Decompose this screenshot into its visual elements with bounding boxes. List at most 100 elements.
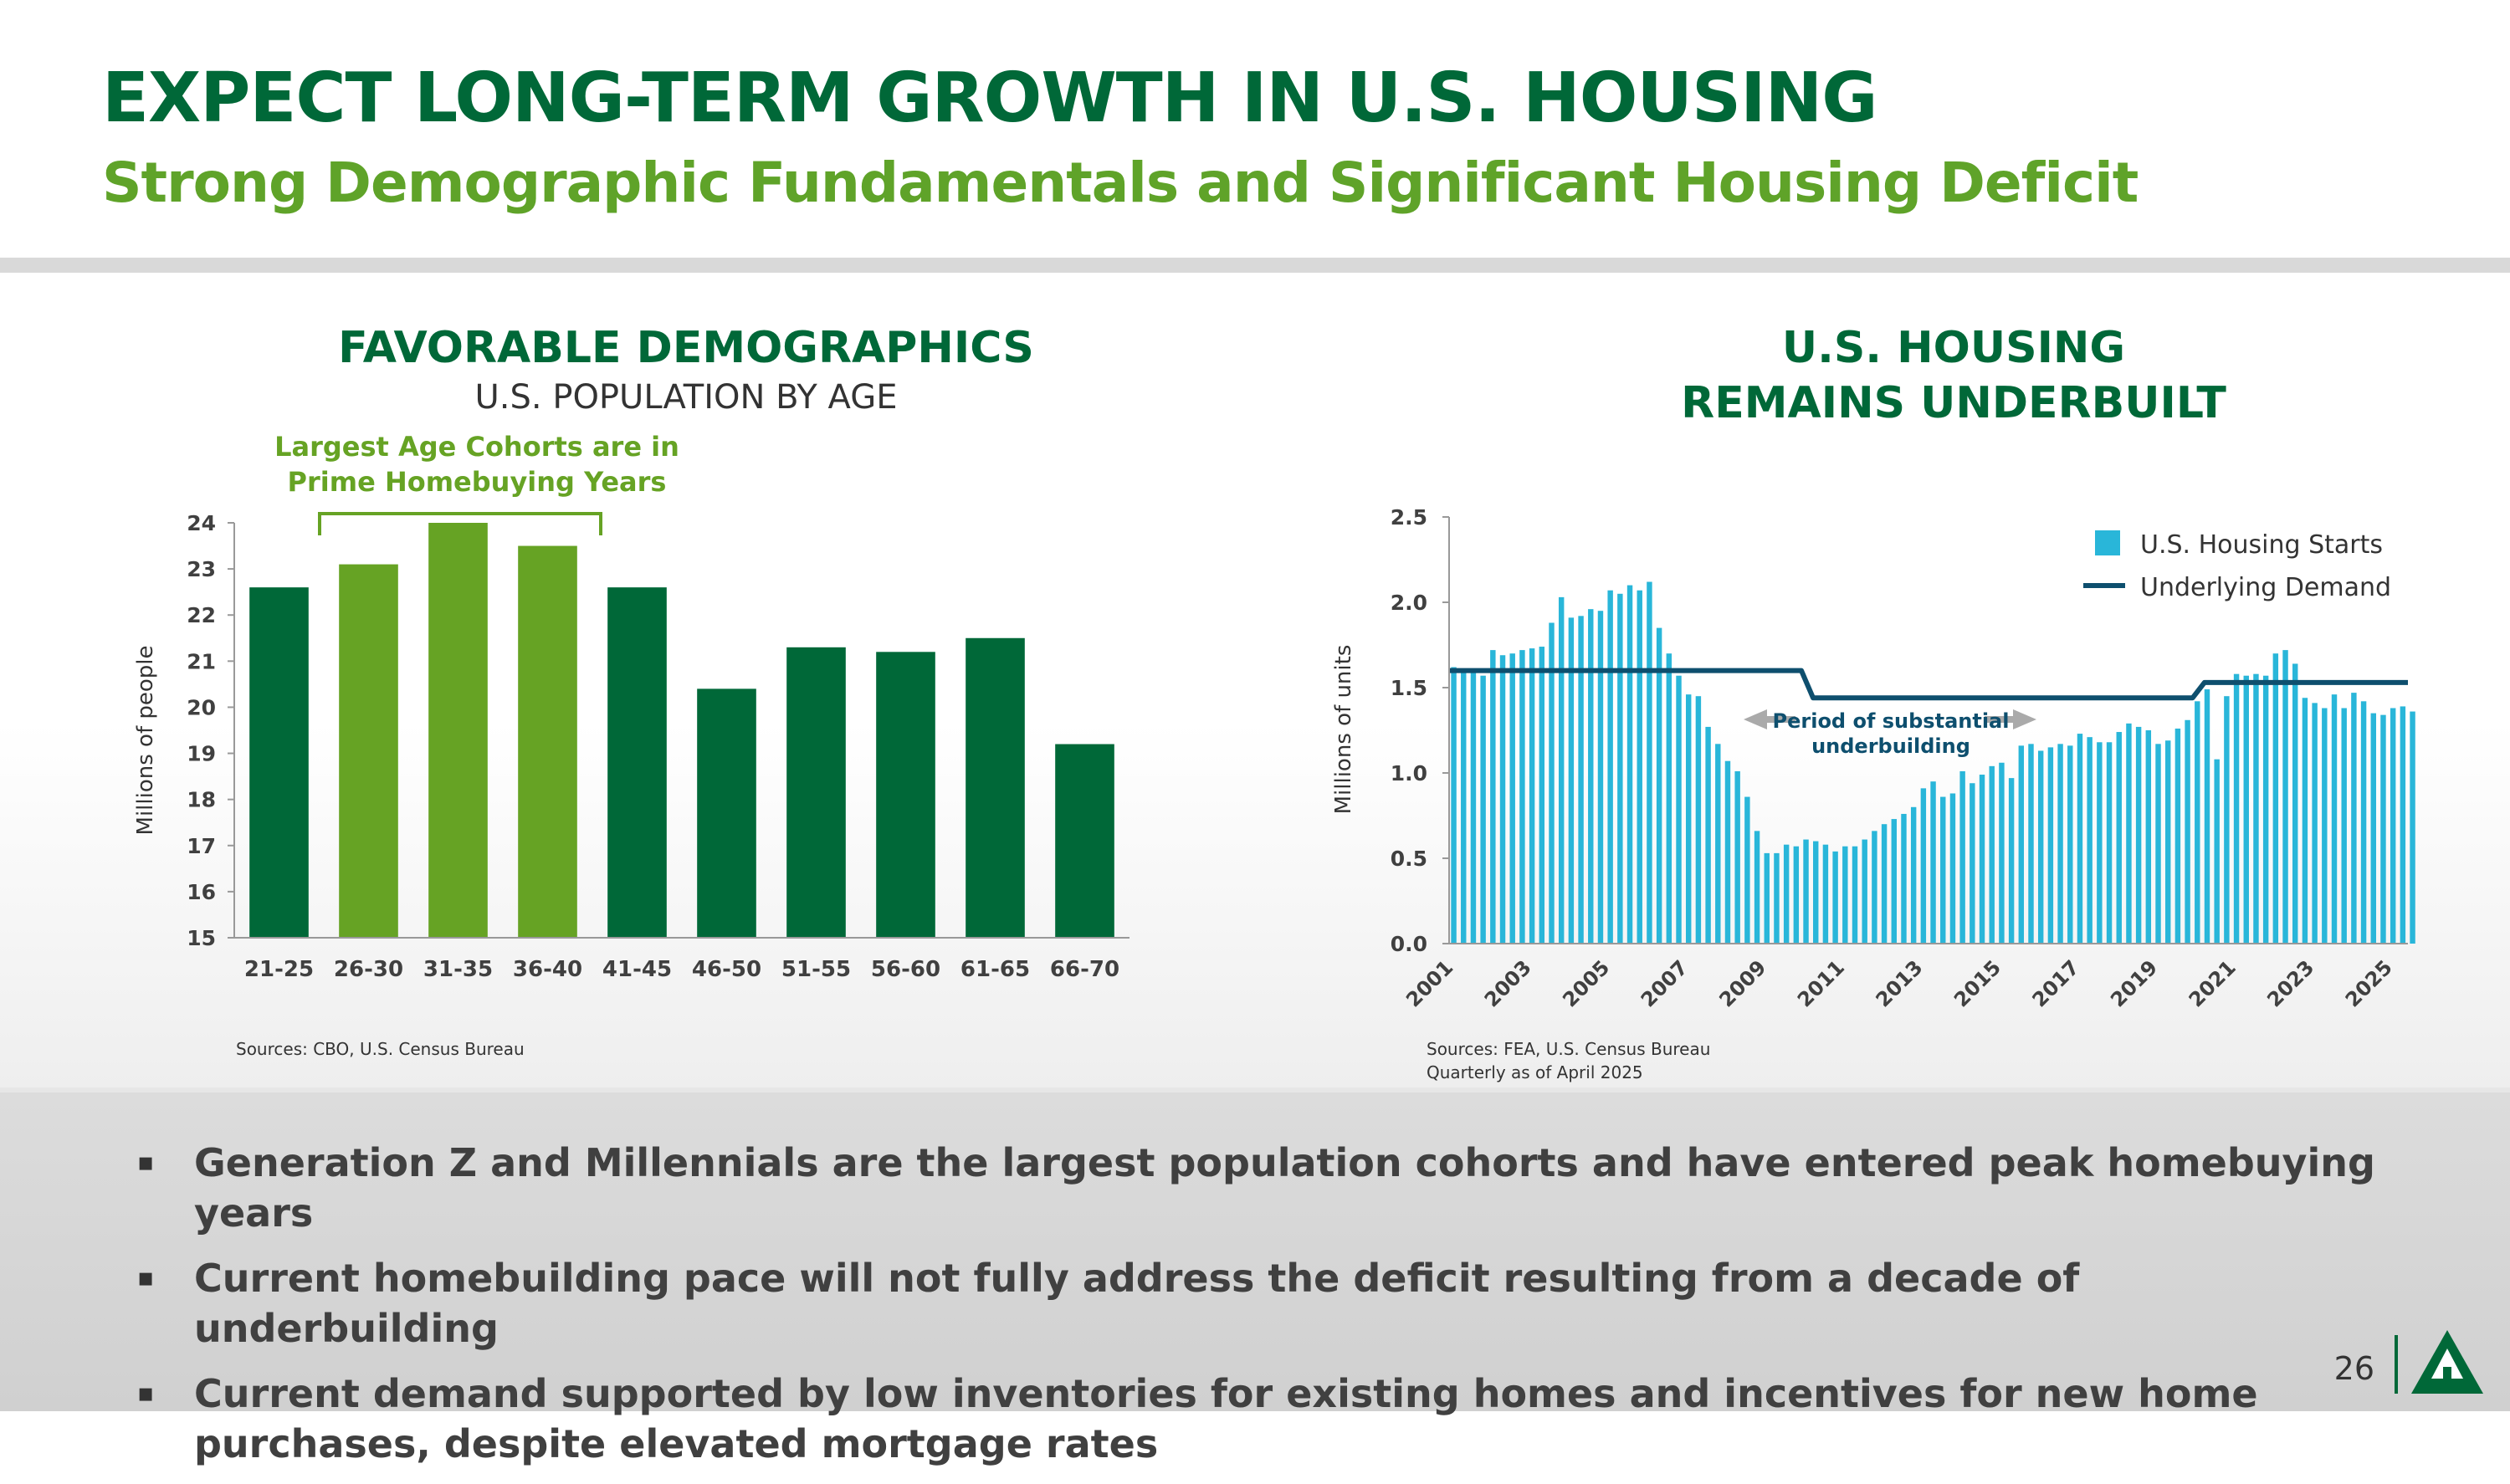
page-number-divider [2395, 1335, 2398, 1394]
bullet-text: Current homebuilding pace will not fully… [194, 1256, 2080, 1351]
housing-starts-bar [1754, 831, 1760, 944]
housing-starts-bar [2322, 708, 2328, 944]
demographics-source: Sources: CBO, U.S. Census Bureau [236, 1039, 525, 1059]
housing-starts-bar [2126, 723, 2132, 944]
housing-starts-bar [1578, 616, 1584, 944]
housing-starts-bar [1832, 851, 1838, 944]
age-annotation-line2: Prime Homebuying Years [288, 466, 667, 498]
population-y-tick-label: 20 [187, 695, 216, 719]
housing-starts-bar [2018, 745, 2025, 944]
housing-starts-bar [1822, 844, 1829, 944]
housing-starts-bar [1979, 775, 1985, 944]
legend-housing-starts-label: U.S. Housing Starts [2140, 530, 2383, 560]
housing-starts-bar [1617, 593, 1623, 944]
legend-underlying-demand-label: Underlying Demand [2140, 573, 2391, 602]
population-x-tick-label: 61-65 [960, 957, 1030, 982]
arrow-left-icon [1744, 709, 1795, 729]
housing-starts-bar [2380, 714, 2386, 944]
population-y-tick-label: 16 [187, 880, 216, 904]
housing-starts-bar [1862, 839, 1867, 944]
bullet-text: Current demand supported by low inventor… [194, 1371, 2258, 1466]
population-x-tick-label: 21-25 [244, 957, 314, 982]
underlying-demand-line [1449, 668, 2408, 701]
housing-starts-bar [2047, 747, 2054, 944]
housing-starts-bar [2341, 708, 2347, 944]
housing-x-tick-label: 2017 [2028, 955, 2084, 1011]
housing-starts-bar [2302, 698, 2308, 944]
population-bar-21-25 [249, 587, 309, 938]
housing-starts-bar [1881, 824, 1888, 944]
housing-starts-bar [1490, 650, 1496, 944]
bullet-marker: ▪ [137, 1263, 155, 1292]
population-x-tick-label: 36-40 [513, 957, 582, 982]
housing-starts-bar [2292, 663, 2298, 944]
housing-starts-bar [2037, 750, 2044, 944]
population-y-tick-label: 15 [187, 926, 216, 950]
housing-x-tick-label: 2013 [1872, 955, 1928, 1011]
housing-starts-bar [2351, 693, 2357, 944]
bullet-marker: ▪ [137, 1148, 155, 1177]
housing-starts-bar [1803, 839, 1809, 944]
housing-starts-bar [2233, 673, 2240, 944]
bullet-item: ▪ Current homebuilding pace will not full… [134, 1253, 2393, 1354]
population-x-tick-label: 31-35 [423, 957, 493, 982]
housing-starts-bar [1783, 844, 1790, 944]
population-x-tick-label: 41-45 [602, 957, 672, 982]
housing-starts-bar [1970, 783, 1975, 944]
population-y-tick-label: 23 [187, 557, 216, 581]
housing-starts-bar [1999, 762, 2005, 944]
housing-starts-bar [2164, 740, 2171, 944]
population-bar-51-55 [786, 647, 846, 938]
age-annotation-line1: Largest Age Cohorts are in [274, 431, 679, 463]
housing-starts-bar [2312, 703, 2318, 944]
housing-starts-bar [1656, 627, 1662, 944]
housing-starts-bar [1549, 622, 1555, 944]
housing-starts-bar [1715, 744, 1721, 944]
header-divider [0, 258, 2510, 273]
housing-starts-bar [2253, 673, 2259, 944]
population-y-tick-label: 24 [187, 511, 216, 535]
population-x-tick-label: 56-60 [871, 957, 940, 982]
housing-starts-bar [1499, 655, 1506, 944]
housing-x-tick-label: 2001 [1401, 955, 1457, 1011]
housing-y-tick-label: 1.5 [1391, 676, 1427, 700]
housing-starts-bar [1451, 667, 1457, 944]
population-bar-66-70 [1055, 744, 1114, 938]
underbuilding-annotation-line1: Period of substantial [1773, 709, 2010, 733]
population-x-tick-label: 51-55 [781, 957, 851, 982]
housing-source: Sources: FEA, U.S. Census Bureau Quarter… [1427, 1037, 1710, 1084]
housing-starts-bar [2174, 728, 2181, 944]
housing-y-tick-label: 1.0 [1391, 761, 1427, 785]
housing-starts-bar [2145, 730, 2152, 944]
housing-starts-bar [1724, 760, 1731, 944]
bullet-area [0, 1093, 2510, 1411]
housing-starts-bar [1940, 796, 1946, 944]
housing-starts-bar [2028, 744, 2034, 944]
population-y-tick-label: 21 [187, 649, 216, 673]
housing-starts-bar [1637, 590, 1642, 944]
housing-starts-bar [2262, 675, 2269, 944]
housing-starts-bar [1901, 813, 1907, 944]
housing-starts-bar [1793, 846, 1800, 944]
housing-y-tick-label: 0.0 [1391, 932, 1427, 956]
housing-starts-bar [1920, 788, 1927, 944]
population-x-tick-label: 66-70 [1050, 957, 1119, 982]
housing-starts-bar [2195, 701, 2200, 944]
housing-x-tick-label: 2003 [1480, 955, 1536, 1011]
housing-starts-bar [1597, 611, 1604, 944]
page-subtitle: Strong Demographic Fundamentals and Sign… [102, 151, 2139, 215]
housing-starts-bar [2390, 708, 2396, 944]
housing-starts-bar [2097, 742, 2103, 944]
housing-starts-bar [2067, 745, 2073, 944]
housing-title-line1: U.S. HOUSING [1781, 323, 2126, 373]
housing-starts-bar [2106, 742, 2113, 944]
housing-starts-bar [1607, 590, 1613, 944]
housing-starts-bar [1774, 852, 1780, 944]
age-annotation-bracket [318, 512, 602, 535]
housing-starts-bar [2331, 694, 2338, 944]
page-number: 26 [2333, 1350, 2374, 1387]
housing-starts-bar [1588, 609, 1594, 944]
housing-starts-bar [2360, 701, 2367, 944]
legend-housing-starts-swatch [2095, 530, 2120, 555]
housing-y-tick-label: 2.5 [1391, 505, 1427, 530]
